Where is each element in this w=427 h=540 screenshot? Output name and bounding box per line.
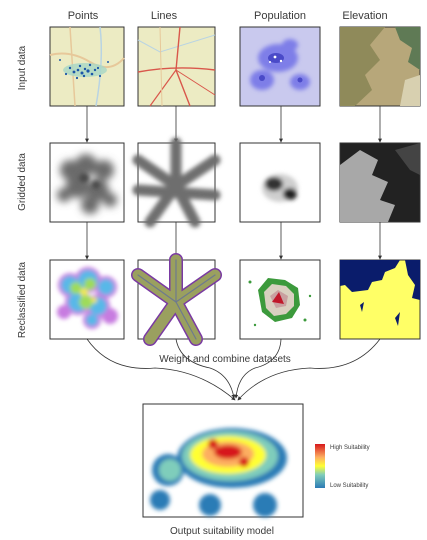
legend-high-label: High Suitability <box>330 445 370 451</box>
column-header-points: Points <box>68 10 99 22</box>
column-header-population: Population <box>254 10 306 22</box>
input-elevation-map <box>339 26 421 107</box>
gridded-elevation-map <box>339 142 421 223</box>
suitability-legend-ramp <box>315 444 325 488</box>
combine-label: Weight and combine datasets <box>159 354 291 365</box>
row-label-gridded: Gridded data <box>17 153 28 211</box>
reclassified-points-map <box>49 259 125 340</box>
gridded-points-map <box>49 142 125 223</box>
input-population-map <box>239 26 321 107</box>
input-lines-map <box>137 26 216 107</box>
column-header-lines: Lines <box>151 10 178 22</box>
column-header-elevation: Elevation <box>342 10 387 22</box>
output-suitability-map <box>142 403 304 518</box>
reclassified-population-map <box>239 259 321 340</box>
reclassified-lines-map <box>131 253 222 346</box>
reclassified-elevation-map <box>339 259 421 340</box>
legend-low-label: Low Suitability <box>330 483 368 489</box>
output-label: Output suitability model <box>170 526 274 537</box>
row-label-input: Input data <box>17 45 28 90</box>
row-label-reclassified: Reclassified data <box>17 261 28 338</box>
gridded-population-map <box>239 142 321 223</box>
gridded-lines-map <box>132 137 221 228</box>
combine-connectors <box>86 338 381 401</box>
input-points-map <box>49 26 125 107</box>
